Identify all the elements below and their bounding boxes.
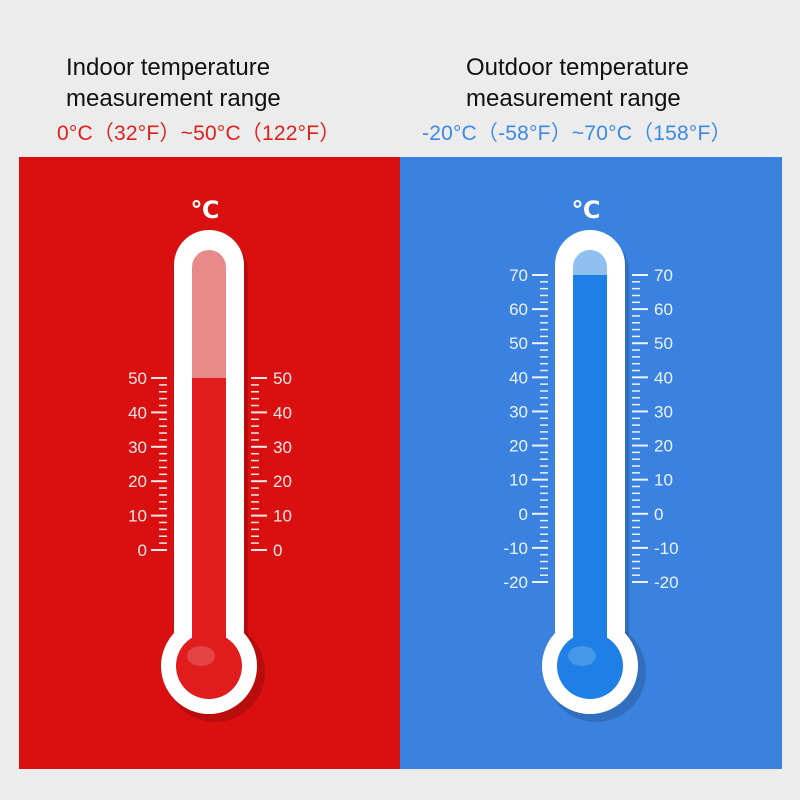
outdoor-scale-label-left: 20	[509, 437, 528, 456]
indoor-bulb-highlight	[187, 646, 215, 666]
indoor-thermometer: ℃ 50 50 40 40 30 30 20 20 10 10 0 0	[128, 196, 292, 722]
outdoor-bulb	[557, 633, 623, 699]
outdoor-thermometer: ℃ 70 70 60 60 50 50 40 40 30 30 20 20 10 10 0 0 -10 -10 -20…	[503, 196, 679, 722]
outdoor-bulb-highlight	[568, 646, 596, 666]
outdoor-scale-label-left: 60	[509, 300, 528, 319]
indoor-unit-label: ℃	[190, 196, 219, 224]
outdoor-title: Outdoor temperature measurement range	[466, 52, 800, 114]
outdoor-range: -20°C（-58°F）~70°C（158°F）	[422, 122, 732, 145]
outdoor-scale-label-left: 50	[509, 334, 528, 353]
outdoor-title-line2: measurement range	[466, 85, 681, 112]
indoor-bulb	[176, 633, 242, 699]
indoor-title-line1: Indoor temperature	[66, 54, 271, 81]
outdoor-scale-label-right: 30	[654, 402, 673, 421]
outdoor-scale-label-left: -20	[503, 573, 528, 592]
indoor-scale-label-left: 40	[128, 403, 147, 422]
outdoor-scale-label-left: 30	[509, 402, 528, 421]
indoor-title: Indoor temperature measurement range	[66, 52, 466, 114]
outdoor-scale-label-right: 50	[654, 334, 673, 353]
indoor-panel: ℃ 50 50 40 40 30 30 20 20 10 10 0 0	[19, 157, 400, 769]
outdoor-scale-label-left: 70	[509, 266, 528, 285]
outdoor-scale-label-right: 70	[654, 266, 673, 285]
outdoor-scale-label-right: 20	[654, 437, 673, 456]
indoor-title-line2: measurement range	[66, 85, 281, 112]
indoor-scale-label-right: 30	[273, 438, 292, 457]
outdoor-scale-label-right: 40	[654, 368, 673, 387]
indoor-scale-label-left: 50	[128, 369, 147, 388]
outdoor-scale-label-left: 0	[519, 505, 528, 524]
outdoor-tube-fill	[573, 275, 607, 666]
outdoor-scale-label-right: -20	[654, 573, 679, 592]
outdoor-unit-label: ℃	[571, 196, 600, 224]
outdoor-scale-label-right: 0	[654, 505, 663, 524]
indoor-scale-label-left: 30	[128, 438, 147, 457]
outdoor-scale-label-right: -10	[654, 539, 679, 558]
indoor-tube-fill	[192, 378, 226, 666]
outdoor-panel: ℃ 70 70 60 60 50 50 40 40 30 30 20 20 10 10 0 0 -10 -10 -20…	[400, 157, 782, 769]
indoor-scale-label-right: 20	[273, 472, 292, 491]
indoor-scale-label-left: 20	[128, 472, 147, 491]
indoor-scale-label-left: 10	[128, 507, 147, 526]
indoor-scale-label-right: 50	[273, 369, 292, 388]
outdoor-scale-label-left: -10	[503, 539, 528, 558]
outdoor-title-line1: Outdoor temperature	[466, 54, 689, 81]
indoor-scale-label-right: 0	[273, 541, 282, 560]
indoor-range: 0°C（32°F）~50°C（122°F）	[57, 122, 341, 145]
outdoor-scale-label-right: 60	[654, 300, 673, 319]
indoor-scale-label-left: 0	[138, 541, 147, 560]
outdoor-scale-label-left: 40	[509, 368, 528, 387]
indoor-scale-label-right: 40	[273, 403, 292, 422]
indoor-scale-label-right: 10	[273, 507, 292, 526]
outdoor-scale-label-right: 10	[654, 471, 673, 490]
outdoor-scale-label-left: 10	[509, 471, 528, 490]
